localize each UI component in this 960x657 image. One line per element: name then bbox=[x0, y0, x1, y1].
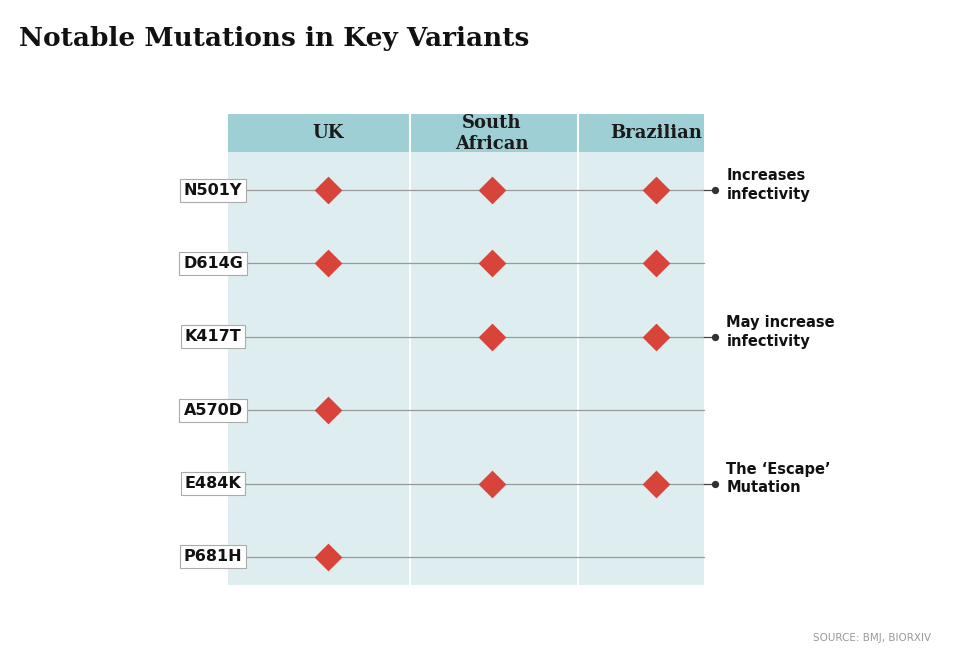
Text: E484K: E484K bbox=[184, 476, 241, 491]
Text: UK: UK bbox=[313, 124, 344, 142]
Text: K417T: K417T bbox=[184, 329, 241, 344]
Point bbox=[321, 185, 336, 195]
Text: P681H: P681H bbox=[183, 549, 242, 564]
Text: SOURCE: BMJ, BIORXIV: SOURCE: BMJ, BIORXIV bbox=[813, 633, 931, 643]
Point bbox=[484, 258, 499, 269]
Point bbox=[321, 552, 336, 562]
Point bbox=[321, 405, 336, 415]
Text: South
African: South African bbox=[455, 114, 529, 152]
Text: The ‘Escape’
Mutation: The ‘Escape’ Mutation bbox=[727, 462, 830, 495]
Text: May increase
infectivity: May increase infectivity bbox=[727, 315, 835, 349]
Bar bbox=[228, 152, 704, 590]
Text: Brazilian: Brazilian bbox=[610, 124, 702, 142]
Point bbox=[708, 332, 723, 342]
Text: Increases
infectivity: Increases infectivity bbox=[727, 168, 810, 202]
Point bbox=[648, 258, 663, 269]
Point bbox=[648, 185, 663, 195]
Text: D614G: D614G bbox=[183, 256, 243, 271]
Point bbox=[648, 478, 663, 489]
Point bbox=[648, 332, 663, 342]
Point bbox=[484, 478, 499, 489]
Text: Notable Mutations in Key Variants: Notable Mutations in Key Variants bbox=[19, 26, 530, 51]
Point bbox=[484, 332, 499, 342]
Text: N501Y: N501Y bbox=[183, 183, 242, 198]
Bar bbox=[228, 114, 704, 152]
Text: A570D: A570D bbox=[183, 403, 243, 418]
Point bbox=[708, 478, 723, 489]
Point bbox=[708, 185, 723, 195]
Point bbox=[321, 258, 336, 269]
Point bbox=[484, 185, 499, 195]
